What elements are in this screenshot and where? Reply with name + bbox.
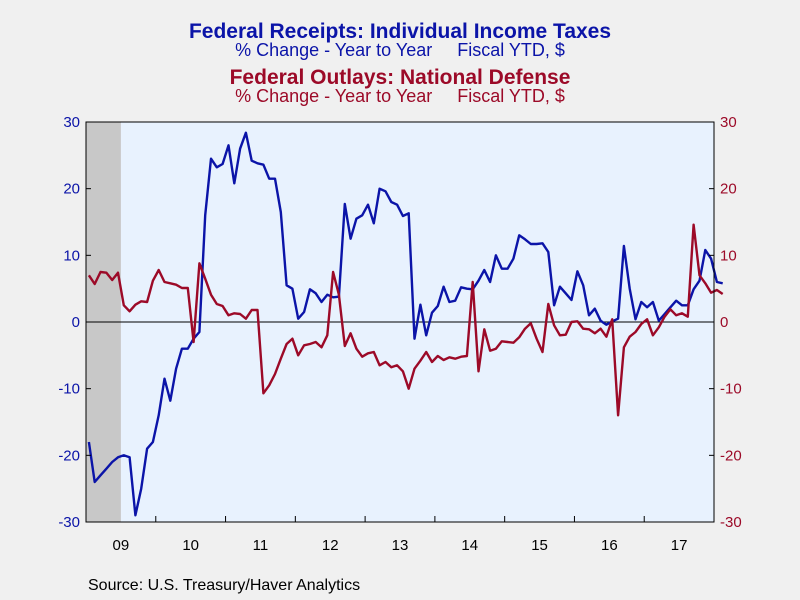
y-tick-label-left: 0 bbox=[72, 314, 80, 331]
x-tick-label: 17 bbox=[671, 537, 688, 554]
y-tick-label-left: 20 bbox=[63, 181, 80, 198]
y-tick-label-left: 30 bbox=[63, 114, 80, 131]
source-note: Source: U.S. Treasury/Haver Analytics bbox=[88, 577, 361, 594]
y-tick-label-left: 10 bbox=[63, 247, 80, 264]
x-tick-label: 11 bbox=[253, 537, 269, 554]
y-tick-label-left: -20 bbox=[58, 447, 80, 464]
x-tick-label: 10 bbox=[182, 537, 199, 554]
x-tick-label: 16 bbox=[601, 537, 618, 554]
x-tick-label: 12 bbox=[322, 537, 339, 554]
y-tick-label-right: -30 bbox=[720, 514, 742, 531]
y-tick-label-left: -10 bbox=[58, 381, 80, 398]
series-line-outlays bbox=[87, 223, 724, 417]
y-tick-label-right: -10 bbox=[720, 381, 742, 398]
y-tick-label-right: 10 bbox=[720, 247, 737, 264]
y-tick-label-right: 20 bbox=[720, 181, 737, 198]
y-tick-label-right: -20 bbox=[720, 447, 742, 464]
y-tick-label-right: 30 bbox=[720, 114, 737, 131]
chart-title-receipts: Federal Receipts: Individual Income Taxe… bbox=[188, 20, 612, 43]
x-tick-label: 13 bbox=[392, 537, 409, 554]
chart-title-outlays: Federal Outlays: National Defense bbox=[229, 66, 571, 89]
chart-subtitle-receipts: % Change - Year to Year Fiscal YTD, $ bbox=[235, 40, 565, 60]
chart-subtitle-outlays: % Change - Year to Year Fiscal YTD, $ bbox=[235, 86, 565, 106]
x-tick-label: 09 bbox=[113, 537, 130, 554]
x-tick-label: 15 bbox=[531, 537, 548, 554]
y-tick-label-right: 0 bbox=[720, 314, 728, 331]
y-tick-label-left: -30 bbox=[58, 514, 80, 531]
x-tick-label: 14 bbox=[461, 537, 478, 554]
